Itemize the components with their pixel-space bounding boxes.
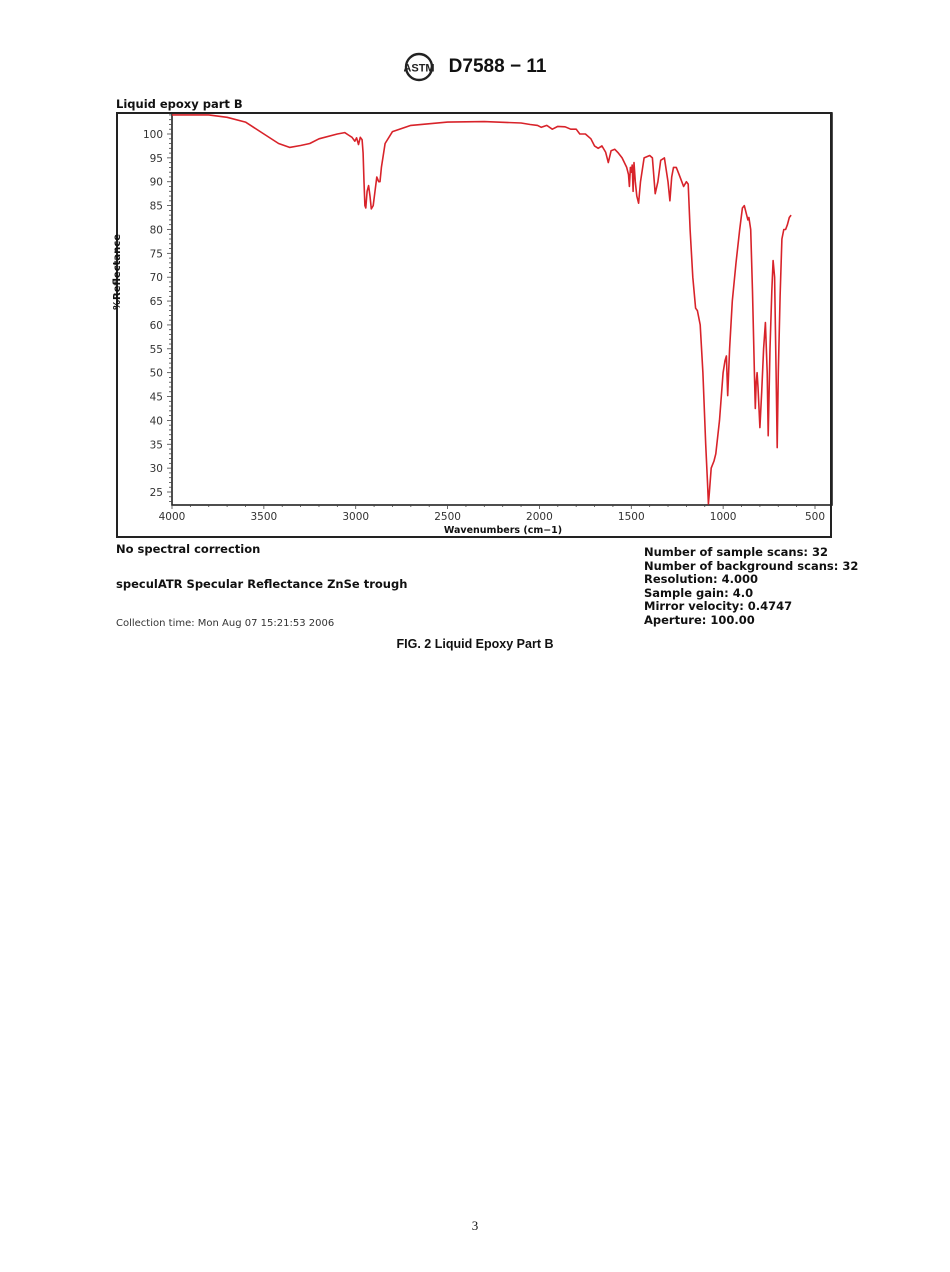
x-tick-label: 3000 <box>342 511 369 523</box>
y-tick-label: 60 <box>150 320 163 332</box>
plot-area <box>171 112 833 506</box>
y-tick-label: 45 <box>150 392 163 404</box>
param-background-scans: Number of background scans: 32 <box>644 558 859 573</box>
x-tick-label: 1000 <box>710 511 737 523</box>
spectral-correction-note: No spectral correction <box>116 542 261 556</box>
accessory-note: speculATR Specular Reflectance ZnSe trou… <box>116 577 408 591</box>
x-tick-label: 3500 <box>250 511 277 523</box>
document-header: ASTM D7588 − 11 <box>0 52 950 82</box>
param-sample-scans: Number of sample scans: 32 <box>644 545 829 559</box>
y-tick-label: 90 <box>150 177 163 189</box>
astm-logo-icon: ASTM <box>404 52 434 82</box>
x-tick-label: 2000 <box>526 511 553 523</box>
param-aperture: Aperture: 100.00 <box>644 612 755 627</box>
y-tick-label: 70 <box>150 272 163 284</box>
figure-caption: FIG. 2 Liquid Epoxy Part B <box>396 637 554 651</box>
y-tick-label: 80 <box>150 224 163 236</box>
y-tick-label: 95 <box>150 153 163 165</box>
x-tick-label: 1500 <box>618 511 645 523</box>
y-tick-label: 65 <box>150 296 163 308</box>
y-axis-label: %Reflectance <box>112 234 123 310</box>
y-axis: 25 30 35 40 45 50 55 60 65 70 75 80 85 90 95 100 <box>143 114 172 502</box>
acquisition-parameters: Number of sample scans: 32 Number of bac… <box>644 545 859 627</box>
collection-time: Collection time: Mon Aug 07 15:21:53 200… <box>116 618 335 629</box>
y-tick-label: 50 <box>150 368 163 380</box>
param-mirror-velocity: Mirror velocity: 0.4747 <box>644 599 793 613</box>
y-tick-label: 85 <box>150 201 163 213</box>
x-axis: 4000 3500 3000 2500 2000 1500 1000 500 <box>159 505 825 523</box>
x-axis-label: Wavenumbers (cm−1) <box>444 525 562 536</box>
y-tick-label: 30 <box>150 463 163 475</box>
param-resolution: Resolution: 4.000 <box>644 572 759 586</box>
x-tick-label: 2500 <box>434 511 461 523</box>
y-tick-label: 40 <box>150 415 163 427</box>
y-tick-label: 25 <box>150 487 163 499</box>
y-tick-label: 75 <box>150 248 163 260</box>
page-number: 3 <box>471 1218 479 1233</box>
spectrum-line <box>172 114 792 505</box>
svg-text:ASTM: ASTM <box>404 63 434 75</box>
x-tick-label: 500 <box>805 511 825 523</box>
x-tick-label: 4000 <box>159 511 186 523</box>
spectrum-plot: 25 30 35 40 45 50 55 60 65 70 75 80 85 90 95 100 4000 35… <box>143 112 833 536</box>
y-tick-label: 35 <box>150 439 163 451</box>
document-id: D7588 − 11 <box>448 56 547 77</box>
y-tick-label: 55 <box>150 344 163 356</box>
chart-title: Liquid epoxy part B <box>116 97 243 111</box>
y-tick-label: 100 <box>143 129 163 141</box>
param-sample-gain: Sample gain: 4.0 <box>644 585 754 600</box>
